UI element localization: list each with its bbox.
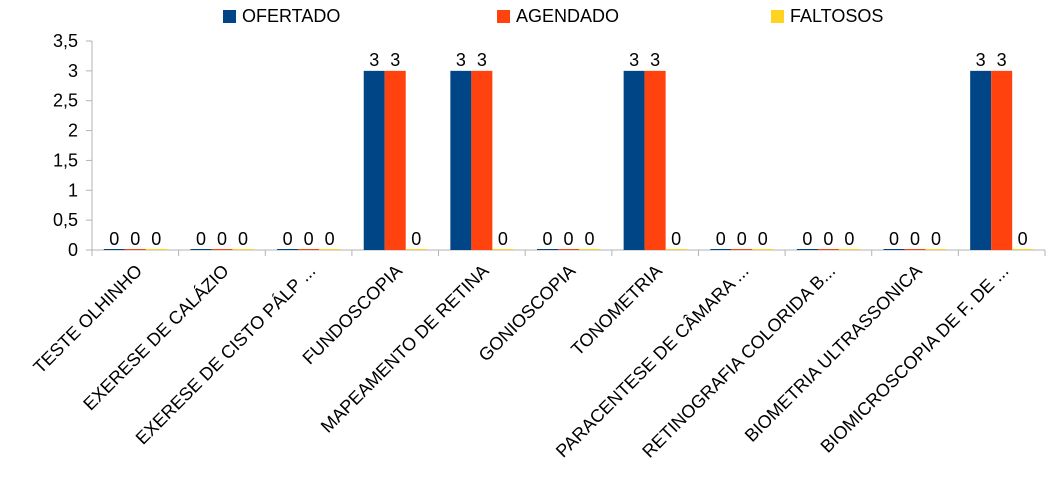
bar (883, 249, 905, 250)
bar (405, 249, 427, 250)
bar (1012, 249, 1034, 250)
bar (211, 249, 233, 250)
data-label: 0 (130, 229, 140, 249)
bar (838, 249, 860, 250)
bar (145, 249, 167, 250)
legend-item-agendado: AGENDADO (497, 6, 619, 27)
legend-label-ofertado: OFERTADO (242, 6, 341, 26)
data-label: 0 (411, 229, 421, 249)
legend-item-faltosos: FALTOSOS (771, 6, 883, 27)
data-label: 0 (542, 229, 552, 249)
data-label: 0 (931, 229, 941, 249)
x-tick-label: MAPEAMENTO DE RETINA (317, 261, 493, 437)
legend-swatch-agendado (497, 10, 510, 23)
bar (190, 249, 212, 250)
legend-label-agendado: AGENDADO (516, 6, 620, 26)
data-label: 0 (844, 229, 854, 249)
bar (904, 249, 926, 250)
bar (471, 70, 493, 250)
y-tick-label: 0,5 (53, 210, 78, 230)
data-label: 3 (477, 50, 487, 70)
y-tick-label: 3,5 (53, 31, 78, 51)
bar (232, 249, 254, 250)
legend-label-faltosos: FALTOSOS (790, 6, 884, 26)
bar (103, 249, 125, 250)
x-tick-label: PARACENTESE DE CÂMARA ... (552, 261, 753, 462)
bar (991, 70, 1013, 250)
data-label: 3 (629, 50, 639, 70)
legend-item-ofertado: OFERTADO (223, 6, 340, 27)
x-tick-label: TONOMETRIA (567, 261, 666, 360)
bar (124, 249, 146, 250)
x-tick-label: BIOMICROSCOPIA DE F. DE ... (817, 261, 1013, 457)
x-tick-label: BIOMETRIA ULTRASSONICA (741, 261, 926, 446)
bar (384, 70, 406, 250)
data-label: 0 (823, 229, 833, 249)
data-label: 0 (563, 229, 573, 249)
data-label: 3 (650, 50, 660, 70)
data-label: 0 (498, 229, 508, 249)
bar (537, 249, 558, 250)
bar (796, 249, 818, 250)
bar (752, 249, 774, 250)
y-tick-label: 1,5 (53, 150, 78, 170)
data-label: 0 (889, 229, 899, 249)
data-label: 3 (390, 50, 400, 70)
data-label: 3 (456, 50, 466, 70)
data-label: 3 (997, 50, 1007, 70)
data-label: 0 (238, 229, 248, 249)
x-tick-label: EXERESE DE CISTO PÁLP ... (132, 261, 320, 449)
data-label: 0 (217, 229, 227, 249)
y-tick-label: 3 (68, 61, 78, 81)
y-tick-label: 2,5 (53, 91, 78, 111)
bar (665, 249, 687, 250)
bar (450, 70, 472, 250)
y-tick-label: 1 (68, 180, 78, 200)
bar (710, 249, 732, 250)
data-label: 0 (109, 229, 119, 249)
bar (492, 249, 514, 250)
data-label: 3 (976, 50, 986, 70)
bar (925, 249, 947, 250)
data-label: 0 (671, 229, 681, 249)
bar (558, 249, 579, 250)
bar (277, 249, 299, 250)
bar (731, 249, 753, 250)
bar (298, 249, 320, 250)
y-tick-label: 0 (68, 240, 78, 260)
data-label: 0 (737, 229, 747, 249)
bar (623, 70, 645, 250)
bar (970, 70, 992, 250)
x-tick-label: EXERESE DE CALÁZIO (79, 261, 232, 414)
data-label: 0 (196, 229, 206, 249)
data-label: 0 (304, 229, 314, 249)
data-label: 0 (1018, 229, 1028, 249)
y-tick-label: 2 (68, 121, 78, 141)
data-label: 0 (758, 229, 768, 249)
data-label: 0 (716, 229, 726, 249)
bar (319, 249, 341, 250)
data-label: 3 (369, 50, 379, 70)
data-label: 0 (802, 229, 812, 249)
x-tick-label: RETINOGRAFIA COLORIDA B... (638, 261, 839, 462)
data-label: 0 (283, 229, 293, 249)
bar (644, 70, 666, 250)
bar (579, 249, 600, 250)
data-label: 0 (325, 229, 335, 249)
legend-swatch-faltosos (771, 10, 784, 23)
data-label: 0 (151, 229, 161, 249)
data-label: 0 (910, 229, 920, 249)
legend-swatch-ofertado (223, 10, 236, 23)
bar (363, 70, 385, 250)
bar (817, 249, 839, 250)
data-label: 0 (584, 229, 594, 249)
